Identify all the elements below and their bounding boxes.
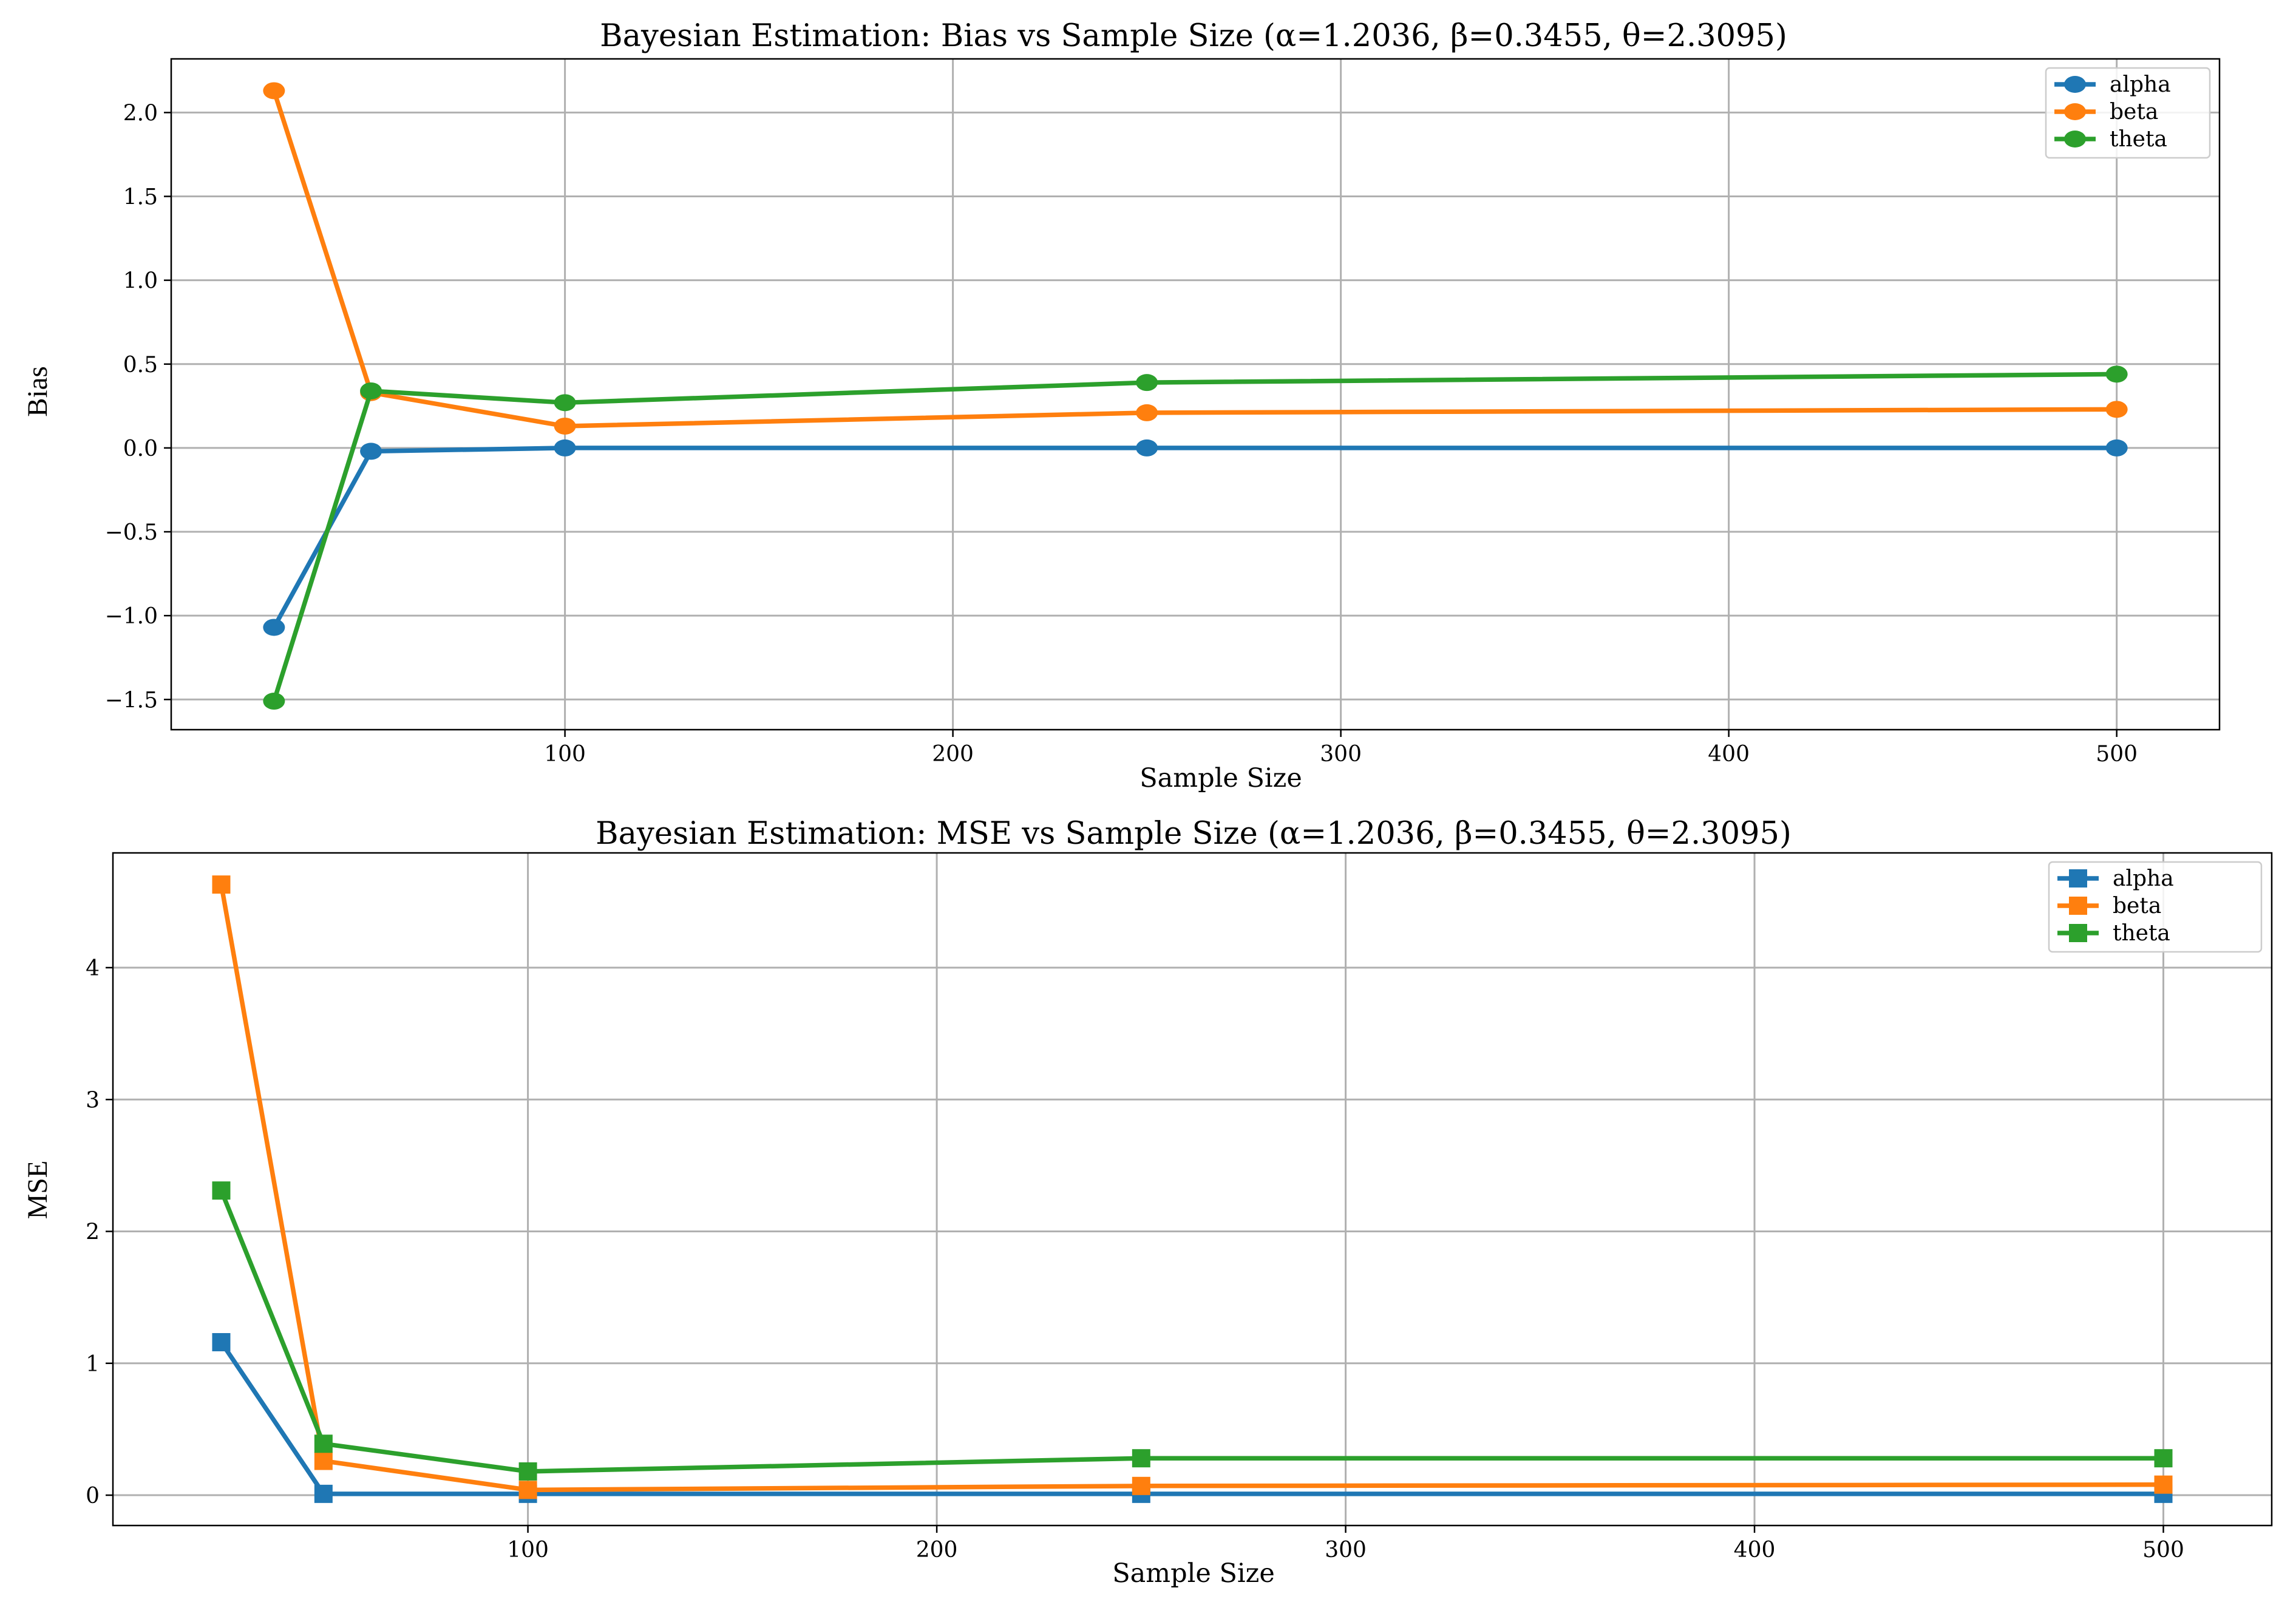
mse-data-point-theta	[1132, 1449, 1150, 1468]
mse-data-point-beta	[1132, 1476, 1150, 1495]
bias-y-tick-label: 1.0	[123, 269, 158, 294]
bias-data-point-alpha	[2105, 439, 2128, 457]
bias-data-point-beta	[263, 82, 285, 100]
bias-data-point-alpha	[1136, 439, 1158, 457]
bias-x-tick-label: 200	[932, 742, 974, 767]
bias-data-point-alpha	[263, 619, 285, 636]
bias-y-tick-label: 0.5	[123, 353, 158, 378]
mse-data-point-theta	[212, 1181, 231, 1200]
bias-y-tick-label: 0.0	[123, 436, 158, 461]
bias-data-point-beta	[1136, 404, 1158, 421]
mse-gridlines	[113, 853, 2272, 1526]
bias-legend-marker-beta	[2064, 103, 2086, 120]
mse-data-point-theta	[314, 1434, 333, 1453]
bias-legend-box	[2045, 67, 2211, 159]
mse-data-point-theta	[2154, 1449, 2173, 1468]
mse-legend-marker-alpha	[2069, 869, 2087, 888]
mse-legend-label-alpha: alpha	[2113, 866, 2174, 891]
mse-data-point-alpha	[212, 1333, 231, 1352]
bias-data-point-alpha	[554, 439, 576, 457]
bias-data-point-theta	[1136, 374, 1158, 392]
mse-x-tick-label: 500	[2142, 1538, 2184, 1563]
bias-legend-label-theta: theta	[2110, 127, 2167, 152]
mse-series-lines	[212, 875, 2173, 1503]
mse-legend: alpha beta theta	[2048, 861, 2263, 953]
mse-data-point-theta	[518, 1462, 537, 1481]
mse-legend-label-beta: beta	[2113, 894, 2161, 918]
bias-legend-label-beta: beta	[2110, 100, 2158, 124]
mse-y-axis-label: MSE	[22, 1161, 53, 1220]
bias-y-tick-label: 2.0	[123, 101, 158, 126]
mse-chart-title: Bayesian Estimation: MSE vs Sample Size …	[596, 816, 1792, 852]
bias-y-tick-label: −1.5	[105, 688, 158, 713]
bias-y-tick-label: −0.5	[105, 520, 158, 545]
mse-x-tick-label: 400	[1734, 1538, 1776, 1563]
bias-data-point-theta	[360, 382, 382, 399]
bias-legend-label-alpha: alpha	[2110, 72, 2171, 97]
bias-data-point-theta	[2105, 365, 2128, 383]
mse-y-tick-label: 4	[86, 956, 100, 981]
mse-x-tick-label: 300	[1325, 1538, 1367, 1563]
bias-legend-marker-theta	[2064, 131, 2086, 148]
bias-data-point-theta	[263, 693, 285, 710]
bias-series-line-alpha	[271, 446, 2119, 630]
bias-x-tick-label: 100	[544, 742, 586, 767]
mse-x-tick-label: 200	[916, 1538, 958, 1563]
mse-plot-frame	[112, 852, 2273, 1527]
mse-legend-box	[2048, 861, 2263, 953]
mse-legend-label-theta: theta	[2113, 921, 2170, 946]
mse-series-line-theta	[219, 1188, 2166, 1474]
bias-chart-panel: Bayesian Estimation: Bias vs Sample Size…	[22, 18, 2221, 793]
mse-data-point-beta	[2154, 1475, 2173, 1494]
mse-data-point-beta	[314, 1451, 333, 1470]
bias-x-tick-label: 500	[2096, 742, 2138, 767]
mse-x-tick-label: 100	[507, 1538, 549, 1563]
bias-gridlines	[171, 59, 2220, 730]
bias-data-point-beta	[554, 417, 576, 435]
mse-y-tick-label: 0	[86, 1484, 100, 1509]
mse-legend-marker-theta	[2069, 924, 2087, 942]
mse-axis-ticks: 100 200 300 400 500 0 1 2 3 4	[86, 956, 2184, 1563]
bias-y-tick-label: 1.5	[123, 185, 158, 210]
bias-axis-ticks: 100 200 300 400 500 −1.5 −1.0 −0.5 0.0 0.5 1.0 1.5 2…	[105, 101, 2138, 767]
bias-legend-marker-alpha	[2064, 76, 2086, 93]
bias-data-point-beta	[2105, 401, 2128, 418]
mse-series-line-beta	[219, 882, 2166, 1493]
bias-legend: alpha beta theta	[2045, 67, 2211, 159]
mse-chart-panel: Bayesian Estimation: MSE vs Sample Size …	[22, 816, 2273, 1589]
mse-legend-marker-beta	[2069, 897, 2087, 915]
mse-y-tick-label: 3	[86, 1088, 100, 1113]
bias-data-point-alpha	[360, 443, 382, 460]
bias-series-lines	[263, 82, 2128, 710]
mse-y-tick-label: 1	[86, 1352, 100, 1377]
mse-data-point-beta	[518, 1481, 537, 1499]
bias-x-axis-label: Sample Size	[1140, 763, 1302, 793]
bias-y-axis-label: Bias	[22, 366, 53, 417]
bias-plot-frame	[170, 58, 2221, 731]
bias-chart-title: Bayesian Estimation: Bias vs Sample Size…	[600, 18, 1787, 54]
mse-x-axis-label: Sample Size	[1112, 1558, 1275, 1589]
mse-data-point-alpha	[314, 1484, 333, 1503]
bias-y-tick-label: −1.0	[105, 604, 158, 629]
mse-data-point-beta	[212, 875, 231, 894]
bias-data-point-theta	[554, 394, 576, 412]
bias-x-tick-label: 300	[1320, 742, 1362, 767]
bias-x-tick-label: 400	[1708, 742, 1750, 767]
mse-y-tick-label: 2	[86, 1220, 100, 1245]
